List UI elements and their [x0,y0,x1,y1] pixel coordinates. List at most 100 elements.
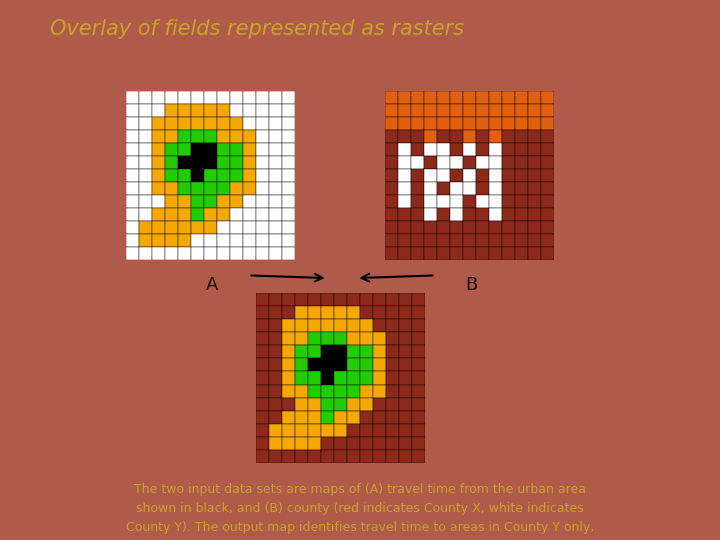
Bar [307,346,320,359]
Bar [411,247,424,260]
Bar [437,156,450,169]
Bar [217,247,230,260]
Bar [347,450,360,463]
Bar [398,208,411,221]
Bar [437,91,450,104]
Bar [126,130,139,143]
Bar [256,410,269,423]
Bar [191,104,204,117]
Bar [386,372,399,384]
Bar [191,234,204,247]
Bar [230,247,243,260]
Bar [217,169,230,182]
Bar [152,221,165,234]
Bar [230,221,243,234]
Bar [269,208,282,221]
Bar [385,234,398,247]
Bar [411,156,424,169]
Bar [269,397,282,410]
Bar [126,91,139,104]
Bar [307,306,320,320]
Bar [541,143,554,156]
Bar [528,195,541,208]
Bar [256,195,269,208]
Bar [490,195,503,208]
Bar [516,221,528,234]
Bar [126,234,139,247]
Bar [360,333,373,346]
Bar [256,320,269,333]
Bar [463,91,477,104]
Bar [243,117,256,130]
Bar [178,169,191,182]
Bar [398,247,411,260]
Bar [386,293,399,306]
Bar [178,117,191,130]
Bar [528,156,541,169]
Bar [503,130,516,143]
Bar [269,234,282,247]
Bar [191,195,204,208]
Bar [243,91,256,104]
Bar [269,143,282,156]
Bar [307,333,320,346]
Bar [477,104,490,117]
Bar [282,130,295,143]
Bar [152,182,165,195]
Bar [411,182,424,195]
Bar [516,91,528,104]
Bar [139,91,152,104]
Bar [528,130,541,143]
Bar [411,234,424,247]
Bar [333,397,347,410]
Bar [269,306,282,320]
Bar [243,208,256,221]
Bar [373,450,386,463]
Bar [269,104,282,117]
Bar [230,169,243,182]
Bar [178,208,191,221]
Bar [294,293,307,306]
Bar [477,182,490,195]
Bar [424,156,437,169]
Bar [165,208,178,221]
Bar [399,397,412,410]
Bar [398,130,411,143]
Bar [165,247,178,260]
Bar [412,397,425,410]
Bar [269,372,282,384]
Bar [477,208,490,221]
Bar [373,410,386,423]
Bar [386,410,399,423]
Bar [424,195,437,208]
Bar [256,397,269,410]
Bar [450,247,463,260]
Bar [347,423,360,436]
Bar [152,208,165,221]
Bar [398,195,411,208]
Bar [256,247,269,260]
Bar [320,384,333,397]
Bar [217,104,230,117]
Bar [320,410,333,423]
Bar [477,169,490,182]
Bar [386,436,399,450]
Bar [398,234,411,247]
Bar [320,372,333,384]
Bar [191,182,204,195]
Bar [243,247,256,260]
Bar [269,320,282,333]
Bar [360,423,373,436]
Bar [307,320,320,333]
Bar [463,104,477,117]
Bar [385,143,398,156]
Text: Overlay of fields represented as rasters: Overlay of fields represented as rasters [50,19,464,39]
Bar [437,130,450,143]
Bar [373,306,386,320]
Bar [424,104,437,117]
Bar [307,450,320,463]
Bar [411,221,424,234]
Bar [230,182,243,195]
Bar [450,195,463,208]
Bar [256,436,269,450]
